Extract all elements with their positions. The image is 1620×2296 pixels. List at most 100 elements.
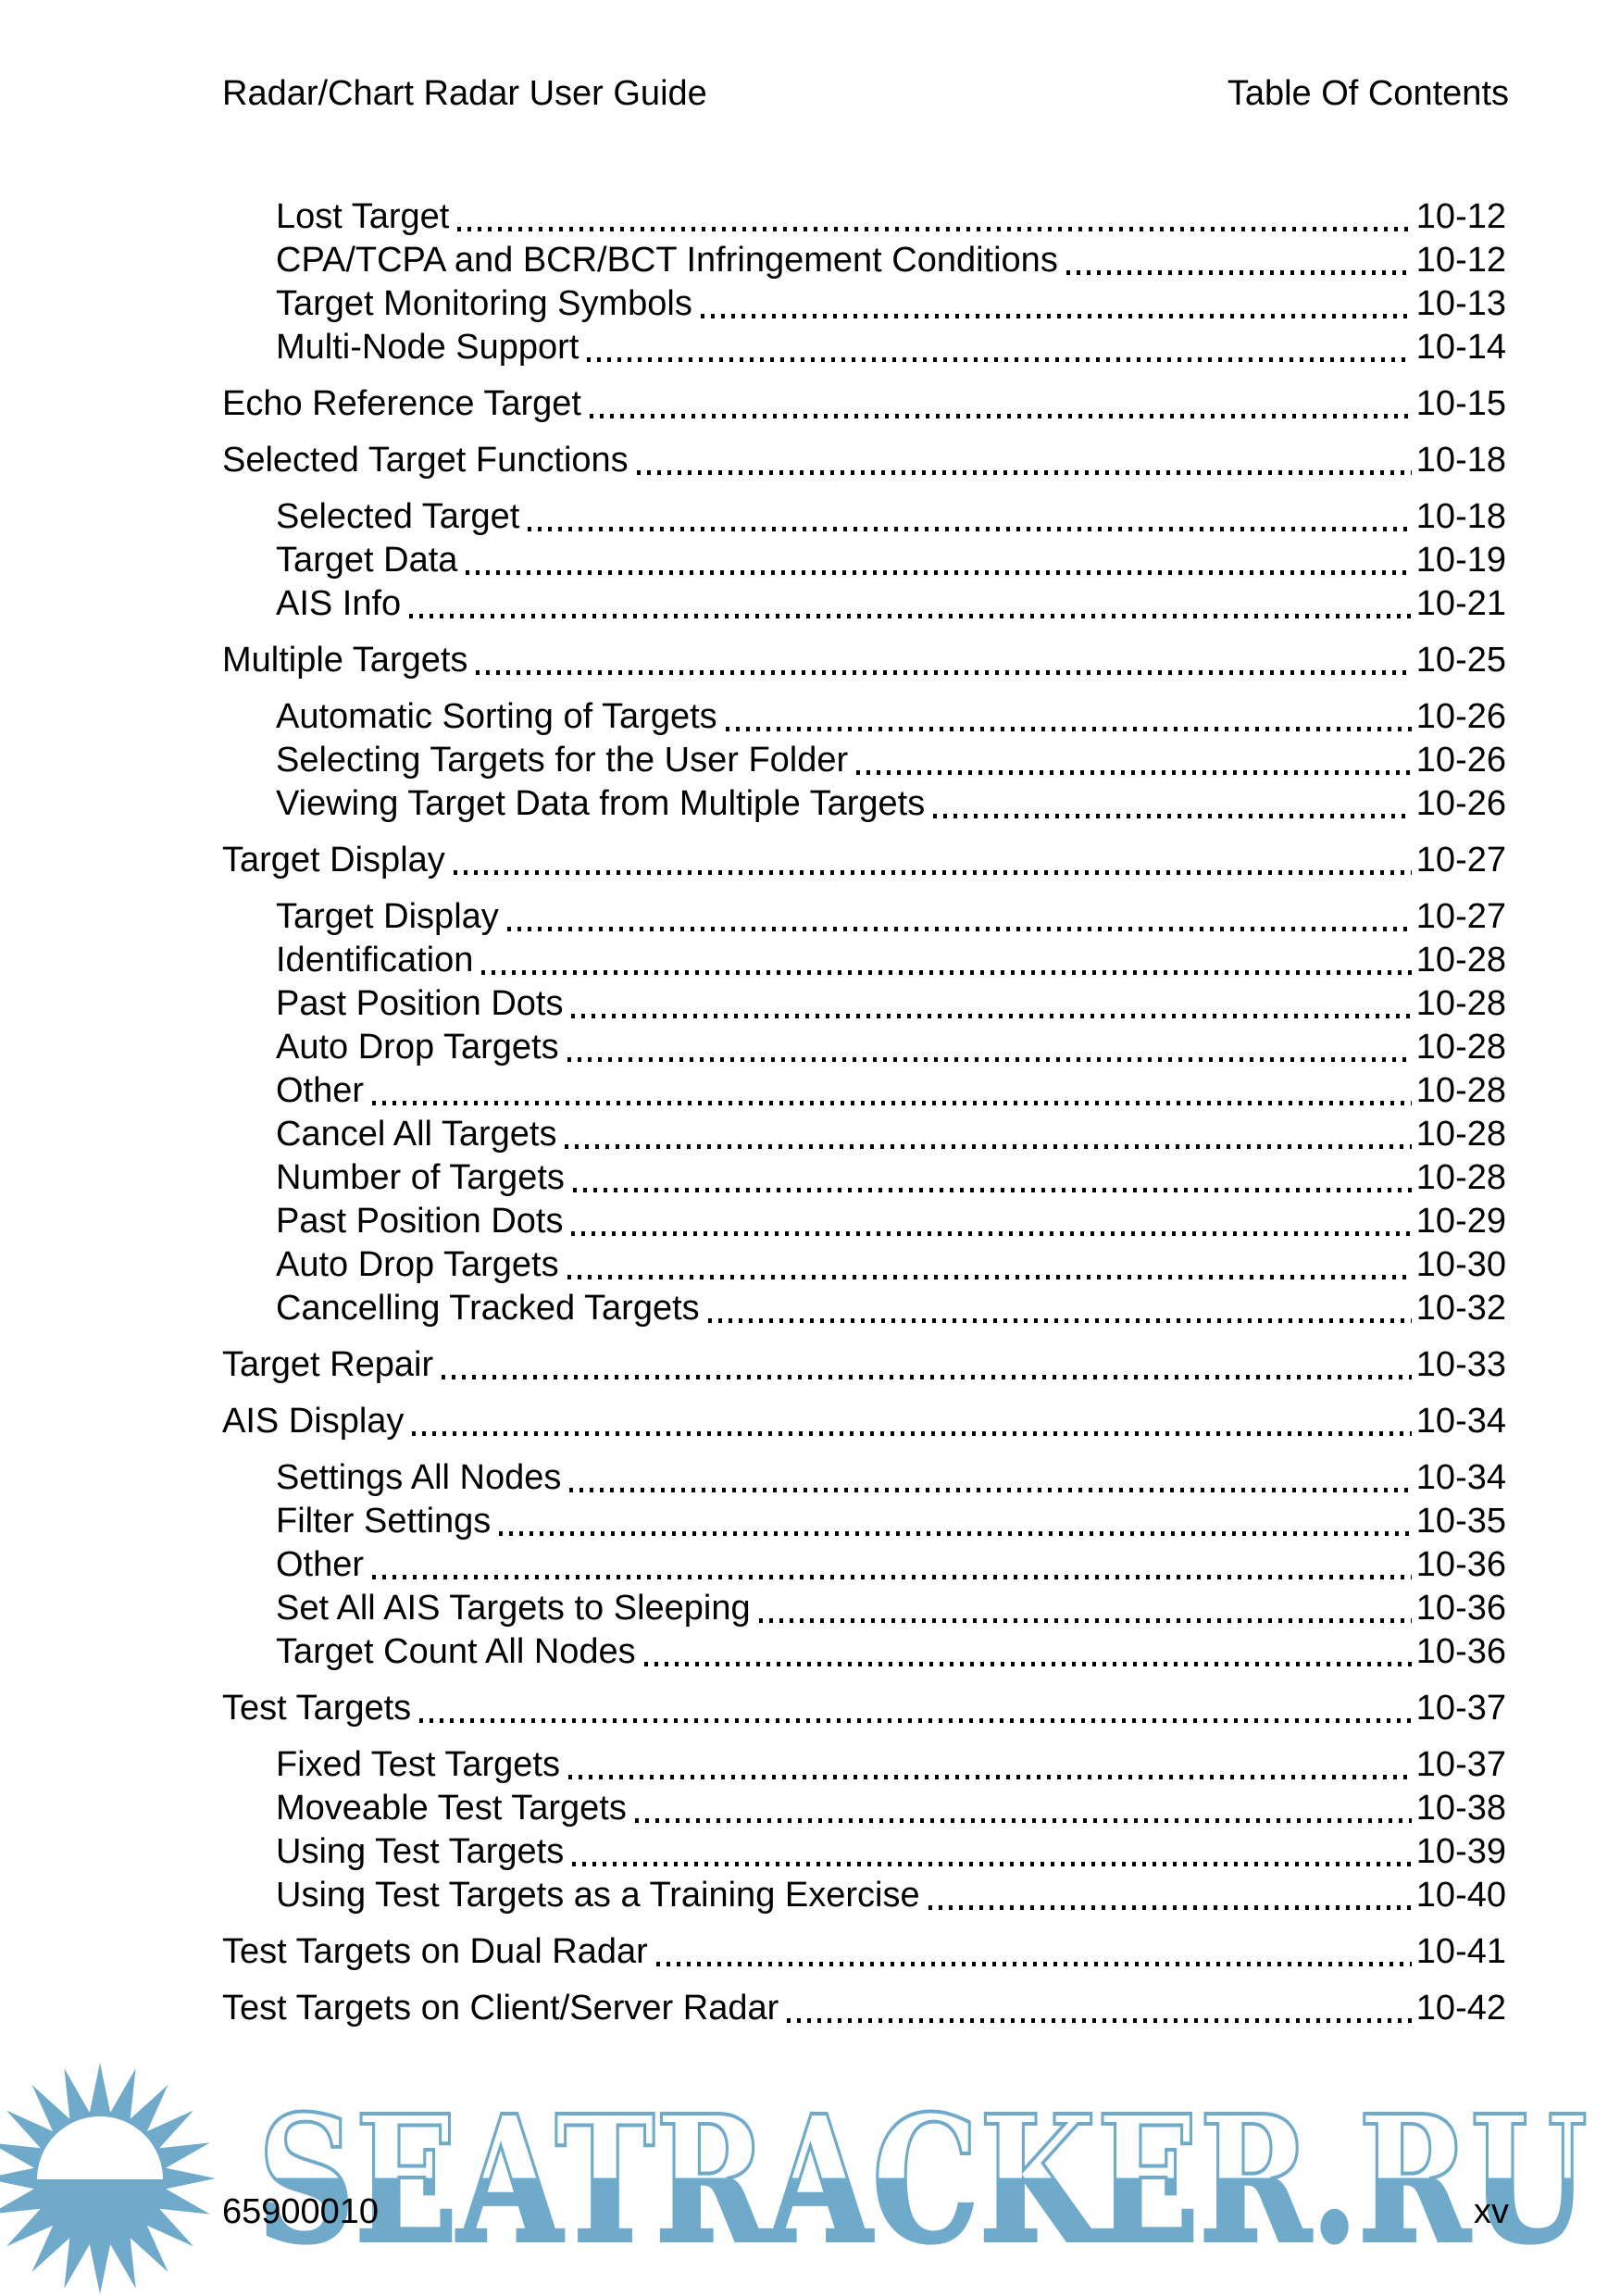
toc-entry[interactable]: Selecting Targets for the User Folder 10-… bbox=[222, 739, 1506, 782]
toc-entry-page: 10-34 bbox=[1415, 1402, 1506, 1441]
toc-entry-page: 10-41 bbox=[1415, 1932, 1506, 1971]
header-doc-title: Radar/Chart Radar User Guide bbox=[222, 74, 707, 113]
dot-leader bbox=[572, 1862, 1412, 1866]
dot-leader bbox=[856, 770, 1412, 775]
toc-entry[interactable]: Target Repair 10-33 bbox=[222, 1343, 1506, 1387]
toc-entry-label: Auto Drop Targets bbox=[276, 1245, 559, 1284]
toc-entry-page: 10-28 bbox=[1415, 941, 1506, 980]
toc-entry-label: Target Data bbox=[276, 541, 458, 580]
toc-entry[interactable]: Echo Reference Target 10-15 bbox=[222, 382, 1506, 426]
toc-entry[interactable]: Lost Target 10-12 bbox=[222, 195, 1506, 239]
toc-entry[interactable]: Moveable Test Targets 10-38 bbox=[222, 1787, 1506, 1830]
dot-leader bbox=[636, 470, 1412, 475]
toc-entry-label: Test Targets on Dual Radar bbox=[222, 1932, 648, 1971]
toc-entry[interactable]: Fixed Test Targets 10-37 bbox=[222, 1743, 1506, 1787]
toc-entry-page: 10-40 bbox=[1415, 1876, 1506, 1915]
dot-leader bbox=[928, 1905, 1412, 1910]
dot-leader bbox=[643, 1662, 1412, 1666]
toc-entry-label: Filter Settings bbox=[276, 1502, 492, 1541]
toc-entry[interactable]: Filter Settings 10-35 bbox=[222, 1500, 1506, 1543]
header-section-title: Table Of Contents bbox=[1227, 74, 1509, 113]
toc-entry-label: Selected Target Functions bbox=[222, 441, 629, 480]
toc-entry[interactable]: Automatic Sorting of Targets 10-26 bbox=[222, 695, 1506, 739]
toc-entry[interactable]: Target Monitoring Symbols 10-13 bbox=[222, 282, 1506, 326]
toc-entry[interactable]: Test Targets on Dual Radar 10-41 bbox=[222, 1930, 1506, 1974]
watermark: SEATRACKER.RU bbox=[0, 2063, 1589, 2294]
toc-entry-label: Identification bbox=[276, 941, 474, 980]
toc-entry-label: Lost Target bbox=[276, 197, 450, 236]
toc-entry[interactable]: Multi-Node Support 10-14 bbox=[222, 326, 1506, 369]
sun-icon bbox=[0, 2063, 216, 2294]
toc-entry[interactable]: Viewing Target Data from Multiple Target… bbox=[222, 782, 1506, 826]
toc-entry-page: 10-25 bbox=[1415, 641, 1506, 680]
toc-entry-page: 10-32 bbox=[1415, 1289, 1506, 1328]
toc-entry-label: Fixed Test Targets bbox=[276, 1745, 560, 1784]
toc-entry-label: AIS Display bbox=[222, 1402, 405, 1441]
toc-entry[interactable]: Test Targets on Client/Server Radar 10-42 bbox=[222, 1987, 1506, 2030]
toc-entry-page: 10-12 bbox=[1415, 241, 1506, 280]
toc-entry[interactable]: Past Position Dots 10-28 bbox=[222, 982, 1506, 1026]
toc-entry-page: 10-35 bbox=[1415, 1502, 1506, 1541]
toc-entry-label: Echo Reference Target bbox=[222, 384, 581, 423]
toc-entry[interactable]: Cancel All Targets 10-28 bbox=[222, 1113, 1506, 1156]
toc-entry-label: Cancel All Targets bbox=[276, 1115, 557, 1154]
toc-entry[interactable]: Cancelling Tracked Targets 10-32 bbox=[222, 1287, 1506, 1330]
toc-entry-page: 10-29 bbox=[1415, 1202, 1506, 1241]
toc-entry[interactable]: Target Count All Nodes 10-36 bbox=[222, 1630, 1506, 1674]
toc-entry[interactable]: CPA/TCPA and BCR/BCT Infringement Condit… bbox=[222, 239, 1506, 282]
dot-leader bbox=[567, 1775, 1412, 1779]
toc-entry-label: Past Position Dots bbox=[276, 984, 564, 1023]
toc-entry[interactable]: AIS Display 10-34 bbox=[222, 1400, 1506, 1443]
dot-leader bbox=[589, 414, 1412, 418]
toc-entry-page: 10-36 bbox=[1415, 1589, 1506, 1628]
toc-entry-page: 10-38 bbox=[1415, 1789, 1506, 1828]
toc-entry[interactable]: Using Test Targets as a Training Exercis… bbox=[222, 1874, 1506, 1917]
toc-entry-page: 10-27 bbox=[1415, 841, 1506, 880]
toc-entry-label: Multiple Targets bbox=[222, 641, 468, 680]
toc-entry[interactable]: Selected Target Functions 10-18 bbox=[222, 439, 1506, 482]
footer-doc-number: 65900010 bbox=[222, 2192, 380, 2231]
toc-entry[interactable]: Using Test Targets 10-39 bbox=[222, 1830, 1506, 1874]
dot-leader bbox=[499, 1531, 1412, 1536]
dot-leader bbox=[569, 1488, 1412, 1492]
toc-entry-page: 10-18 bbox=[1415, 441, 1506, 480]
toc-entry-page: 10-26 bbox=[1415, 784, 1506, 823]
dot-leader bbox=[571, 1014, 1412, 1018]
dot-leader bbox=[787, 2018, 1412, 2023]
dot-leader bbox=[571, 1231, 1412, 1236]
dot-leader bbox=[457, 227, 1412, 231]
toc-entry-page: 10-18 bbox=[1415, 497, 1506, 536]
toc-entry[interactable]: Multiple Targets 10-25 bbox=[222, 639, 1506, 682]
toc-entry[interactable]: Target Display 10-27 bbox=[222, 895, 1506, 939]
dot-leader bbox=[466, 570, 1412, 575]
toc-entry[interactable]: Other 10-36 bbox=[222, 1543, 1506, 1587]
toc-entry-label: Viewing Target Data from Multiple Target… bbox=[276, 784, 926, 823]
toc-entry[interactable]: Number of Targets 10-28 bbox=[222, 1156, 1506, 1200]
toc-entry[interactable]: Other 10-28 bbox=[222, 1069, 1506, 1113]
toc-entry-page: 10-15 bbox=[1415, 384, 1506, 423]
toc-entry[interactable]: AIS Info 10-21 bbox=[222, 582, 1506, 626]
toc-entry[interactable]: Past Position Dots 10-29 bbox=[222, 1200, 1506, 1243]
toc-entry[interactable]: Selected Target 10-18 bbox=[222, 495, 1506, 539]
toc-entry-label: Target Monitoring Symbols bbox=[276, 284, 692, 323]
dot-leader bbox=[707, 1318, 1412, 1323]
toc-entry-page: 10-30 bbox=[1415, 1245, 1506, 1284]
toc-entry-page: 10-26 bbox=[1415, 697, 1506, 736]
dot-leader bbox=[476, 670, 1412, 675]
toc-entry[interactable]: Target Display 10-27 bbox=[222, 839, 1506, 882]
toc-entry[interactable]: Test Targets 10-37 bbox=[222, 1687, 1506, 1730]
dot-leader bbox=[634, 1818, 1412, 1823]
toc-entry[interactable]: Auto Drop Targets 10-28 bbox=[222, 1026, 1506, 1069]
toc-entry[interactable]: Auto Drop Targets 10-30 bbox=[222, 1243, 1506, 1287]
toc-entry-label: Using Test Targets as a Training Exercis… bbox=[276, 1876, 920, 1915]
dot-leader bbox=[409, 614, 1412, 618]
toc-entry[interactable]: Identification 10-28 bbox=[222, 939, 1506, 982]
toc-entry-page: 10-26 bbox=[1415, 741, 1506, 780]
toc-entry-label: Test Targets on Client/Server Radar bbox=[222, 1989, 779, 2028]
dot-leader bbox=[412, 1431, 1412, 1436]
toc-entry[interactable]: Settings All Nodes 10-34 bbox=[222, 1456, 1506, 1500]
toc-entry[interactable]: Set All AIS Targets to Sleeping 10-36 bbox=[222, 1587, 1506, 1630]
toc-entry-label: Target Count All Nodes bbox=[276, 1632, 636, 1671]
toc-entry[interactable]: Target Data 10-19 bbox=[222, 539, 1506, 582]
